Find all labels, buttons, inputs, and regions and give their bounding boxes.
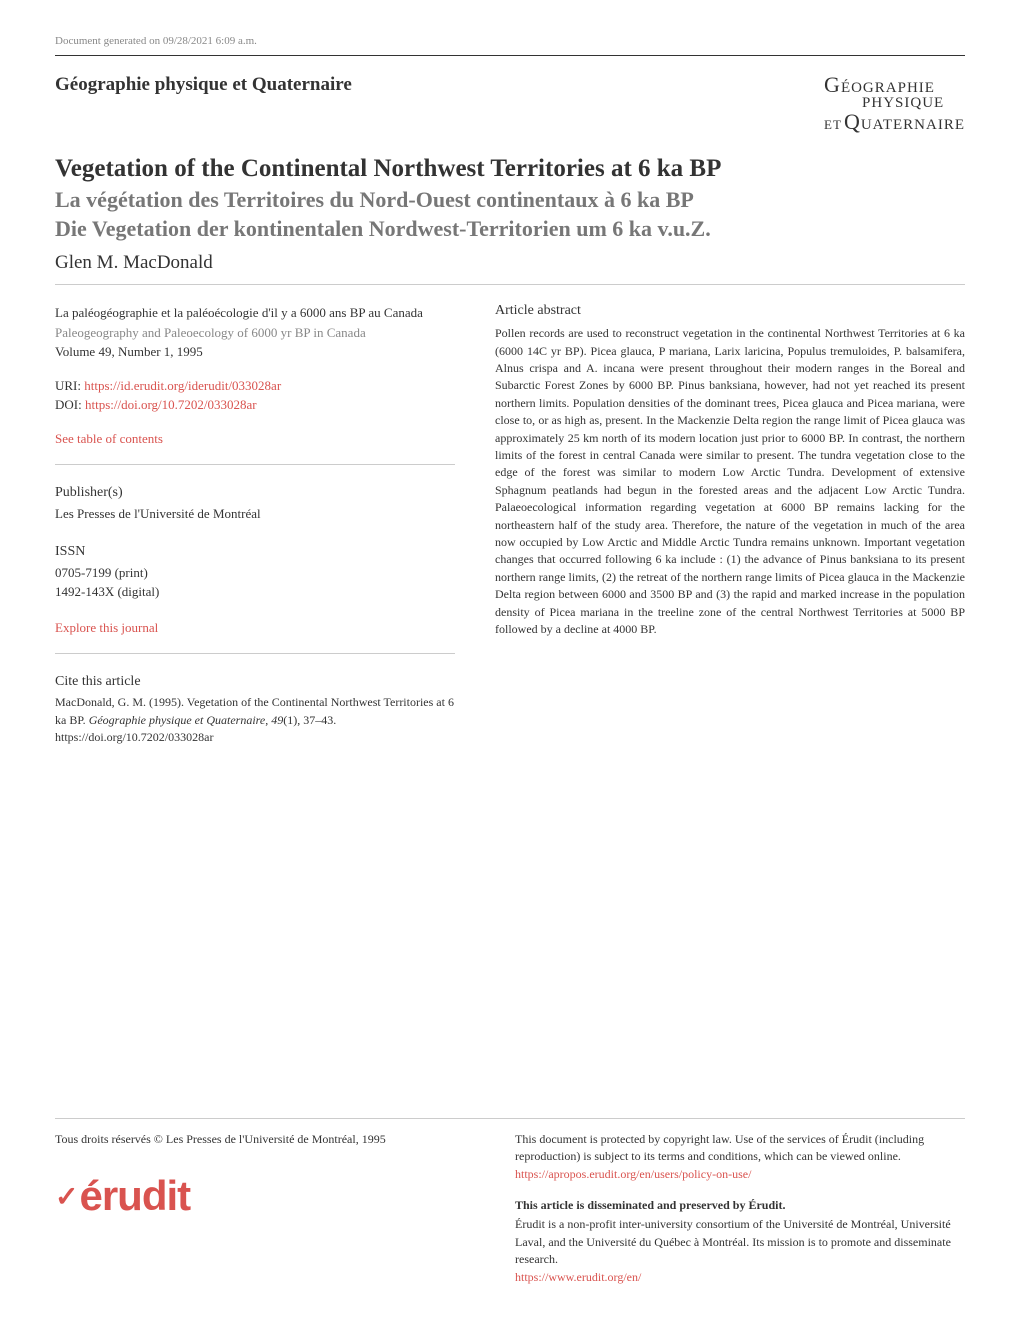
explore-block: Explore this journal <box>55 618 455 638</box>
dissemination-text: Érudit is a non-profit inter-university … <box>515 1216 965 1268</box>
journal-logo: GÉOGRAPHIE PHYSIQUE ETQUATERNAIRE <box>824 74 965 133</box>
publisher-heading: Publisher(s) <box>55 485 455 501</box>
issn-print: 0705-7199 (print) <box>55 564 455 583</box>
issue-title-en: Paleogeography and Paleoecology of 6000 … <box>55 323 455 343</box>
protection-text: This document is protected by copyright … <box>515 1131 965 1166</box>
divider <box>55 464 455 465</box>
abstract-heading: Article abstract <box>495 303 965 319</box>
header-row: Géographie physique et Quaternaire GÉOGR… <box>55 74 965 133</box>
explore-journal-link[interactable]: Explore this journal <box>55 620 158 635</box>
author: Glen M. MacDonald <box>55 252 965 274</box>
article-title: Vegetation of the Continental Northwest … <box>55 153 965 184</box>
publisher-name: Les Presses de l'Université de Montréal <box>55 505 455 524</box>
left-column: La paléogéographie et la paléoécologie d… <box>55 303 455 746</box>
policy-link[interactable]: https://apropos.erudit.org/en/users/poli… <box>515 1167 751 1181</box>
issue-volume: Volume 49, Number 1, 1995 <box>55 342 455 362</box>
divider <box>55 1118 965 1119</box>
cite-journal: Géographie physique et Quaternaire <box>89 713 266 727</box>
doi-label: DOI: <box>55 397 85 412</box>
right-column: Article abstract Pollen records are used… <box>495 303 965 746</box>
logo-line-2: PHYSIQUE <box>862 95 944 111</box>
divider <box>55 653 455 654</box>
cite-text: MacDonald, G. M. (1995). Vegetation of t… <box>55 694 455 746</box>
issue-title-fr: La paléogéographie et la paléoécologie d… <box>55 303 455 323</box>
divider <box>55 55 965 56</box>
erudit-logo: érudit <box>55 1166 475 1227</box>
identifiers-block: URI: https://id.erudit.org/iderudit/0330… <box>55 376 455 415</box>
journal-name: Géographie physique et Quaternaire <box>55 74 352 96</box>
cite-heading: Cite this article <box>55 674 455 690</box>
two-column-layout: La paléogéographie et la paléoécologie d… <box>55 303 965 746</box>
footer-row: Tous droits réservés © Les Presses de l'… <box>55 1131 965 1300</box>
logo-line-1: ÉOGRAPHIE <box>841 80 935 96</box>
erudit-link[interactable]: https://www.erudit.org/en/ <box>515 1270 641 1284</box>
copyright: Tous droits réservés © Les Presses de l'… <box>55 1131 475 1148</box>
issn-heading: ISSN <box>55 544 455 560</box>
protection-block: This document is protected by copyright … <box>515 1131 965 1183</box>
dissemination-heading: This article is disseminated and preserv… <box>515 1197 965 1214</box>
footer-right: This document is protected by copyright … <box>515 1131 965 1300</box>
article-subtitle-de: Die Vegetation der kontinentalen Nordwes… <box>55 215 965 243</box>
abstract-text: Pollen records are used to reconstruct v… <box>495 325 965 638</box>
footer: Tous droits réservés © Les Presses de l'… <box>55 1118 965 1300</box>
divider <box>55 284 965 285</box>
doi-link[interactable]: https://doi.org/10.7202/033028ar <box>85 397 257 412</box>
generated-date: Document generated on 09/28/2021 6:09 a.… <box>55 35 965 47</box>
article-subtitle-fr: La végétation des Territoires du Nord-Ou… <box>55 186 965 214</box>
issn-digital: 1492-143X (digital) <box>55 583 455 602</box>
logo-line-3: UATERNAIRE <box>861 117 965 133</box>
uri-label: URI: <box>55 378 84 393</box>
dissemination-block: This article is disseminated and preserv… <box>515 1197 965 1286</box>
issue-block: La paléogéographie et la paléoécologie d… <box>55 303 455 362</box>
cite-vol: 49 <box>271 713 283 727</box>
toc-block: See table of contents <box>55 429 455 449</box>
logo-et: ET <box>824 118 842 131</box>
footer-left: Tous droits réservés © Les Presses de l'… <box>55 1131 475 1300</box>
uri-link[interactable]: https://id.erudit.org/iderudit/033028ar <box>84 378 281 393</box>
toc-link[interactable]: See table of contents <box>55 431 163 446</box>
